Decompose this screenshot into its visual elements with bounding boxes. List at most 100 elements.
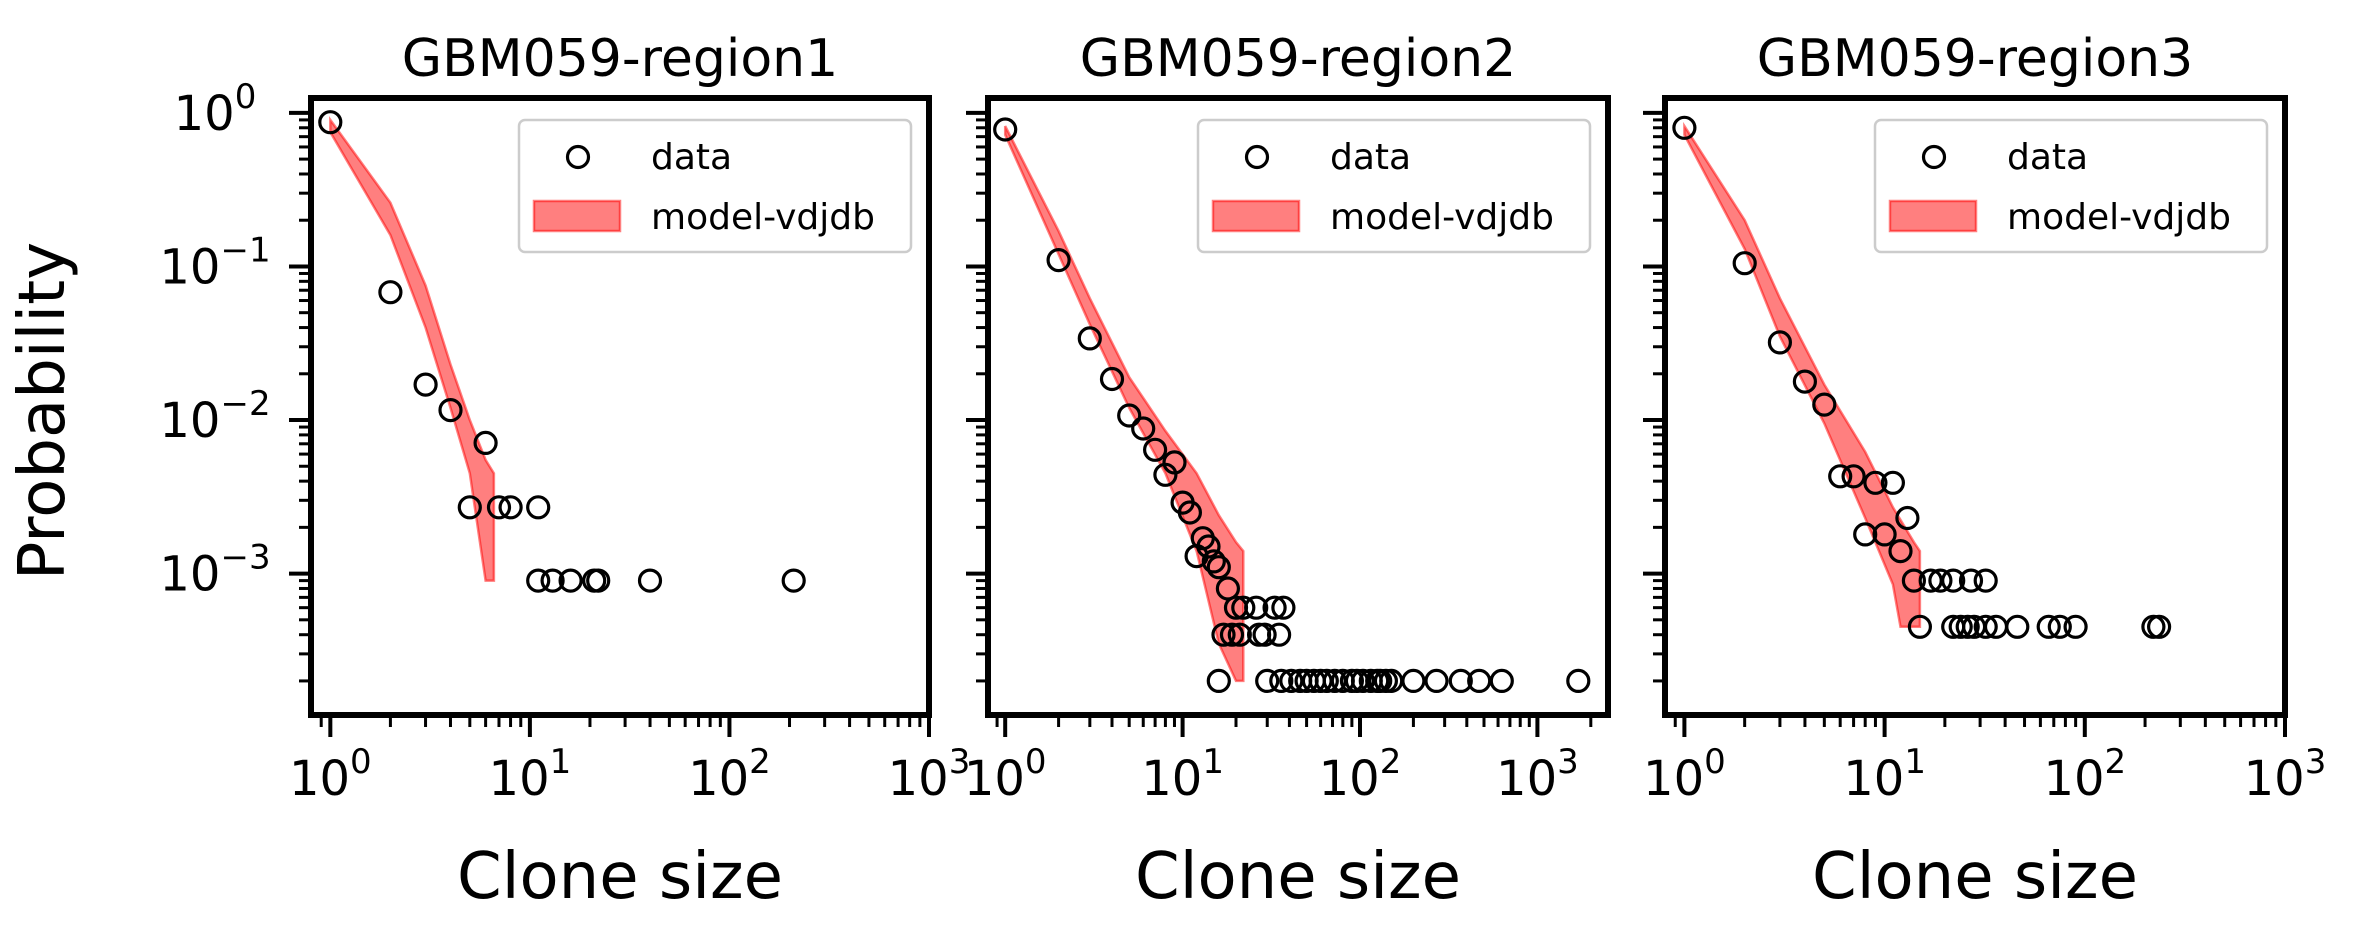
- data-point: [1448, 668, 1473, 694]
- data-point: [1424, 668, 1449, 694]
- plot-area: [1672, 115, 2172, 639]
- data-point: [1828, 464, 1853, 489]
- data-point: [1958, 568, 1984, 593]
- data-point: [1880, 470, 1906, 495]
- plot-area: [993, 117, 1591, 694]
- x-tick-label-exponent: 0: [350, 742, 372, 782]
- x-tick-label-exponent: 0: [1704, 742, 1726, 782]
- legend-label-data: data: [651, 137, 732, 178]
- data-point: [1252, 622, 1277, 647]
- x-tick-label-exponent: 1: [1202, 742, 1224, 782]
- model-band: [329, 116, 496, 582]
- x-tick-label-exponent: 2: [2105, 742, 2127, 782]
- data-point: [558, 568, 583, 593]
- data-point: [1227, 622, 1252, 647]
- data-point: [1131, 416, 1156, 441]
- data-point: [1201, 549, 1226, 574]
- data-point: [2147, 614, 2172, 639]
- data-point: [1177, 500, 1203, 525]
- x-tick-label-exponent: 0: [1025, 742, 1047, 782]
- data-point: [1948, 614, 1973, 639]
- figure-y-axis-label: Probability: [6, 242, 80, 580]
- x-tick-label-exponent: 2: [749, 742, 771, 782]
- y-tick-label: 100: [174, 77, 257, 142]
- legend: data model-vdjdb: [1196, 118, 1592, 254]
- x-tick-label: 101: [1141, 742, 1224, 807]
- chart-title: GBM059-region2: [1080, 29, 1516, 89]
- data-point: [1142, 437, 1168, 462]
- data-point: [1566, 668, 1591, 694]
- data-point: [1231, 595, 1256, 620]
- data-point: [526, 568, 551, 593]
- legend-marker-data: [565, 144, 591, 170]
- legend-marker-model: [1888, 199, 1978, 233]
- x-tick-label: 103: [1496, 742, 1579, 807]
- data-point: [1767, 330, 1793, 355]
- legend-marker-model: [1211, 199, 1301, 233]
- plot-frame: [308, 95, 932, 718]
- data-point: [1732, 251, 1757, 276]
- y-tick-label-base: 10: [159, 393, 220, 449]
- x-tick-label: 102: [688, 742, 771, 807]
- data-point: [413, 372, 438, 397]
- x-axis-label: Clone size: [1135, 840, 1461, 914]
- data-point: [438, 398, 463, 423]
- x-tick-label-exponent: 1: [550, 742, 572, 782]
- chart-title: GBM059-region3: [1757, 29, 2193, 89]
- legend: data model-vdjdb: [1873, 118, 2269, 254]
- data-point: [2005, 614, 2030, 639]
- data-point: [1271, 595, 1296, 620]
- data-point: [457, 495, 482, 520]
- data-point: [1211, 622, 1236, 647]
- data-point: [1244, 595, 1269, 620]
- x-tick-label-base: 10: [1319, 751, 1380, 807]
- y-tick-label-base: 10: [159, 239, 220, 295]
- x-tick-label-base: 10: [489, 751, 550, 807]
- y-tick-label-exponent: −1: [220, 230, 270, 270]
- legend-label-data: data: [1330, 137, 1411, 178]
- data-point: [1489, 668, 1514, 694]
- data-point: [1792, 369, 1818, 394]
- data-point: [1206, 555, 1231, 580]
- data-point: [1901, 568, 1927, 593]
- data-point: [1928, 568, 1953, 593]
- legend-marker-data: [1921, 144, 1947, 170]
- chart-title: GBM059-region1: [402, 29, 838, 89]
- data-point: [1350, 668, 1376, 694]
- data-point: [1219, 622, 1245, 647]
- x-axis-label: Clone size: [457, 840, 783, 914]
- x-tick-label: 100: [289, 742, 372, 807]
- y-tick-label: 10−1: [159, 230, 270, 295]
- data-point: [2063, 614, 2088, 639]
- data-point: [993, 117, 1018, 142]
- data-point: [1672, 115, 1697, 140]
- data-point: [1467, 668, 1492, 694]
- data-point: [1266, 622, 1292, 647]
- model-band: [1003, 125, 1245, 683]
- data-point: [1907, 614, 1933, 639]
- data-point: [1941, 568, 1966, 593]
- y-tick-label-base: 10: [159, 547, 220, 603]
- data-point: [1099, 366, 1125, 392]
- x-tick-label: 101: [1843, 742, 1926, 807]
- x-tick-label-exponent: 3: [2305, 742, 2327, 782]
- data-point: [1841, 464, 1866, 489]
- data-point: [1255, 668, 1280, 694]
- data-point: [1162, 450, 1187, 475]
- data-point: [498, 495, 523, 520]
- data-point: [1314, 668, 1339, 694]
- legend-label-data: data: [2007, 137, 2088, 178]
- x-tick-label: 100: [1643, 742, 1726, 807]
- x-tick-label-exponent: 3: [949, 742, 971, 782]
- legend-label-model: model-vdjdb: [651, 197, 875, 238]
- y-tick-label-exponent: −2: [220, 384, 270, 424]
- x-tick-label-base: 10: [1643, 751, 1704, 807]
- data-point: [1888, 538, 1913, 564]
- data-point: [1117, 403, 1142, 428]
- model-band: [1683, 121, 1922, 629]
- x-tick-label: 102: [2043, 742, 2126, 807]
- y-tick-label: 10−2: [159, 384, 270, 449]
- data-point: [1269, 668, 1294, 694]
- x-tick-label: 102: [1319, 742, 1402, 807]
